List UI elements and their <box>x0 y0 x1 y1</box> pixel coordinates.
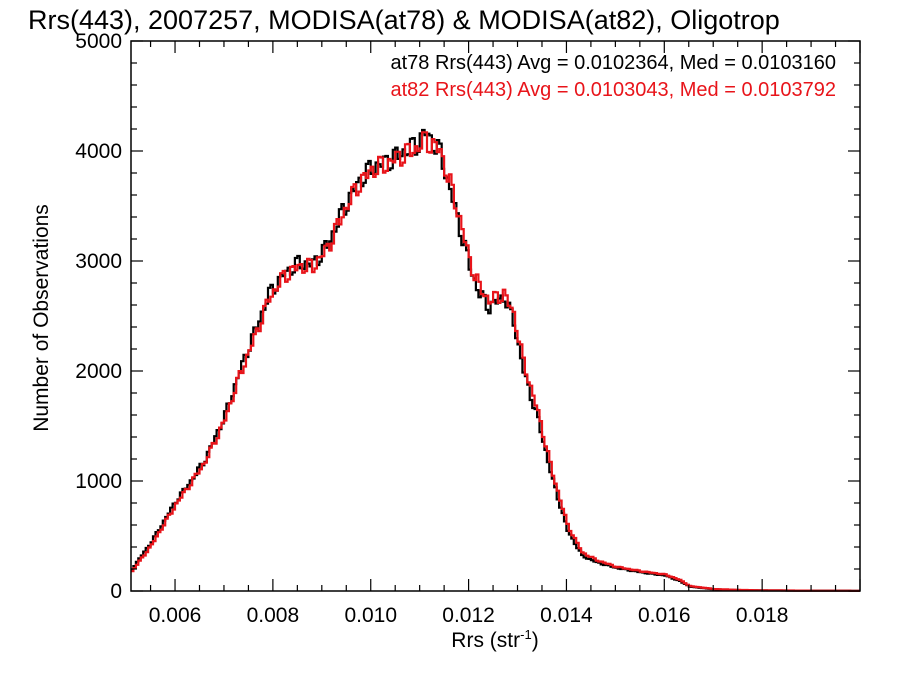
x-tick-label: 0.006 <box>149 604 202 627</box>
y-axis-label: Number of Observations <box>30 204 53 432</box>
y-tick-label: 4000 <box>75 140 122 163</box>
x-tick-label: 0.008 <box>247 604 300 627</box>
series-at82-line <box>131 131 860 592</box>
chart-title: Rrs(443), 2007257, MODISA(at78) & MODISA… <box>28 5 780 35</box>
x-axis-label: Rrs (str-1) <box>451 627 538 652</box>
axis-ticks: 0.006 0.008 0.010 0.012 0.014 0.016 0.018 0 1000… <box>75 30 861 627</box>
y-tick-label: 3000 <box>75 250 122 273</box>
y-tick-label: 1000 <box>75 470 122 493</box>
x-tick-label: 0.018 <box>736 604 789 627</box>
series-layer <box>131 128 860 592</box>
plot-frame <box>130 40 861 592</box>
x-axis-label-main: Rrs (str <box>451 629 520 652</box>
x-axis-label-superscript: -1 <box>520 627 532 642</box>
legend-entry-at78: at78 Rrs(443) Avg = 0.0102364, Med = 0.0… <box>390 52 836 74</box>
x-axis-label-close: ) <box>532 629 539 652</box>
legend: at78 Rrs(443) Avg = 0.0102364, Med = 0.0… <box>390 52 836 101</box>
y-tick-label: 0 <box>110 580 122 603</box>
y-tick-label: 2000 <box>75 360 122 383</box>
x-tick-label: 0.014 <box>540 604 593 627</box>
series-at78-line <box>131 128 860 592</box>
x-tick-label: 0.010 <box>344 604 397 627</box>
x-tick-label: 0.016 <box>638 604 691 627</box>
x-tick-label: 0.012 <box>442 604 495 627</box>
y-tick-label: 5000 <box>75 30 122 53</box>
legend-entry-at82: at82 Rrs(443) Avg = 0.0103043, Med = 0.0… <box>390 79 836 101</box>
